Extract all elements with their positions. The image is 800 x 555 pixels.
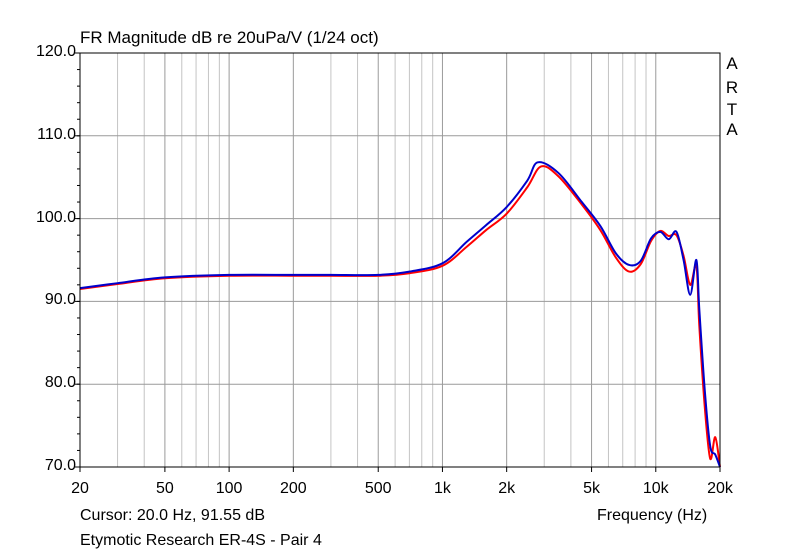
x-tick-label: 100 — [215, 480, 243, 497]
x-axis-label: Frequency (Hz) — [597, 507, 708, 524]
y-tick-label: 80.0 — [44, 374, 76, 392]
y-tick-label: 100.0 — [35, 208, 76, 226]
plot-frame — [79, 52, 721, 468]
x-tick-label: 50 — [155, 480, 174, 497]
cursor-readout: Cursor: 20.0 Hz, 91.55 dB — [80, 507, 265, 524]
series-line-red — [79, 165, 721, 468]
brand-letter: T — [726, 100, 738, 119]
x-tick-label: 1k — [433, 480, 451, 497]
grid — [75, 52, 721, 472]
y-tick-label: 120.0 — [35, 43, 76, 60]
brand-letter: A — [726, 120, 738, 139]
x-tick-label: 20 — [71, 480, 89, 497]
series-layer — [79, 161, 721, 468]
brand-letter: R — [725, 78, 739, 97]
x-tick-label: 500 — [364, 480, 392, 497]
y-tick-label: 70.0 — [44, 457, 76, 474]
caption: Etymotic Research ER-4S - Pair 4 — [80, 532, 322, 549]
x-tick-label: 200 — [279, 480, 307, 497]
x-tick-label: 20k — [707, 480, 733, 497]
brand-letter: A — [726, 54, 738, 73]
series-line-blue — [79, 161, 721, 468]
chart-title: FR Magnitude dB re 20uPa/V (1/24 oct) — [80, 28, 379, 47]
x-tick-label: 10k — [642, 480, 669, 497]
x-tick-label: 5k — [583, 480, 600, 497]
x-tick-label: 2k — [498, 480, 516, 497]
y-tick-label: 90.0 — [44, 291, 76, 309]
y-tick-label: 110.0 — [37, 125, 76, 143]
